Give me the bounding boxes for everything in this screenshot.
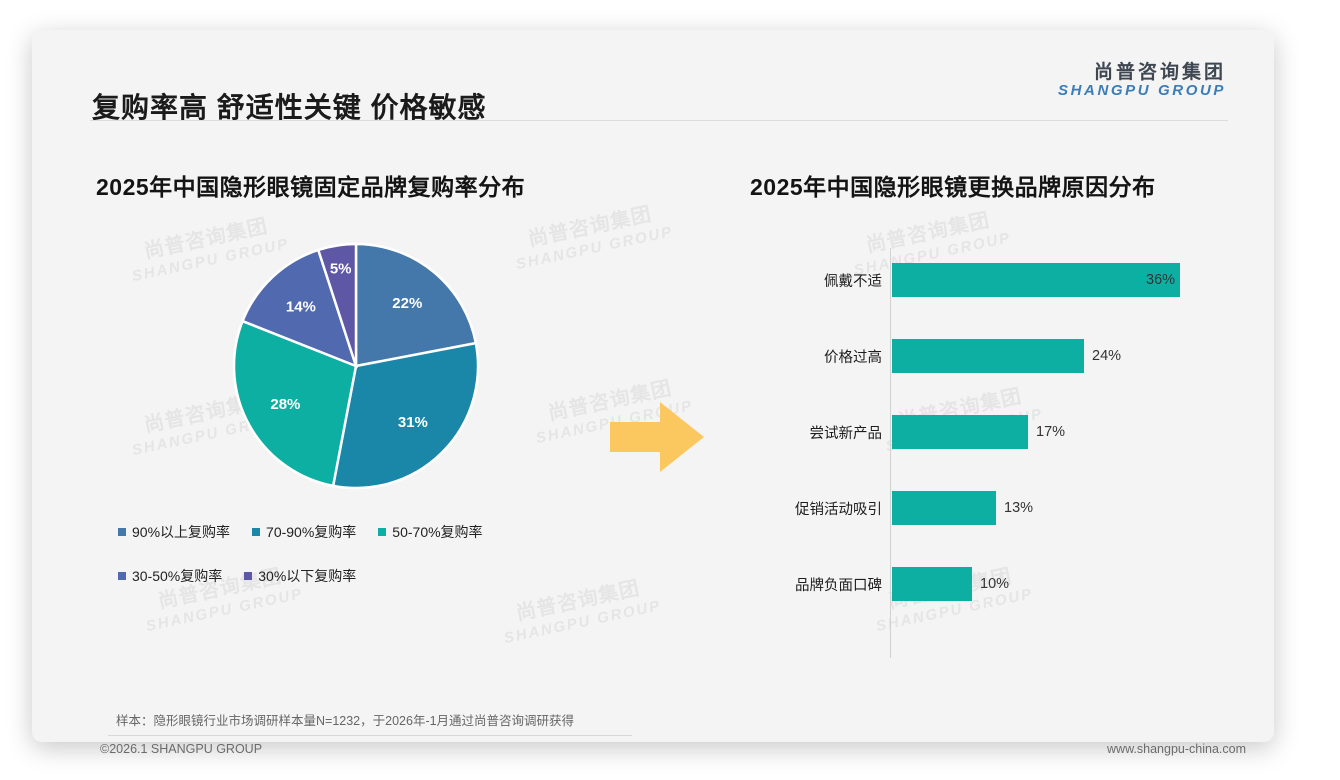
pie-slice	[316, 242, 358, 367]
slide-header: 复购率高 舒适性关键 价格敏感 尚普咨询集团 SHANGPU GROUP	[32, 30, 1274, 126]
bar-fill[interactable]	[892, 415, 1028, 449]
slide-card: 尚普咨询集团 SHANGPU GROUP 尚普咨询集团 SHANGPU GROU…	[32, 30, 1274, 742]
arrow-right-svg	[610, 402, 704, 472]
pie-chart: 22% 31% 28% 14% 5%	[206, 238, 506, 498]
logo-text-cn: 尚普咨询集团	[1093, 62, 1226, 83]
brand-logo: 尚普咨询集团 SHANGPU GROUP	[1058, 62, 1226, 100]
pie-slices	[232, 242, 480, 490]
bar-value-label: 24%	[1092, 348, 1122, 364]
header-divider	[90, 120, 1228, 121]
bar-row: 尝试新产品 17%	[750, 412, 1250, 452]
pie-slice-label: 22%	[392, 295, 422, 312]
bar-track: 17%	[892, 412, 1250, 452]
pie-slice-label: 14%	[286, 298, 316, 315]
bar-track: 24%	[892, 336, 1250, 376]
slide-footer: ©2026.1 SHANGPU GROUP www.shangpu-china.…	[32, 742, 1274, 776]
legend-item[interactable]: 70-90%复购率	[252, 522, 356, 542]
pie-slice	[354, 242, 478, 368]
pie-slice-label: 28%	[270, 396, 300, 413]
pie-slice-labels: 22% 31% 28% 14% 5%	[270, 261, 428, 431]
arrow-right-icon	[610, 398, 706, 481]
legend-item[interactable]: 50-70%复购率	[378, 522, 483, 542]
bar-fill[interactable]	[892, 339, 1084, 373]
legend-label: 30-50%复购率	[132, 568, 223, 584]
bar-fill[interactable]	[892, 567, 972, 601]
legend-swatch	[378, 528, 387, 536]
legend-swatch	[118, 528, 126, 536]
pie-chart-panel: 2025年中国隐形眼镜固定品牌复购率分布 22% 31% 28% 14% 5% 90%以…	[96, 168, 656, 610]
pie-slice	[232, 319, 358, 488]
bar-track: 13%	[892, 488, 1250, 528]
legend-label: 30%以下复购率	[258, 568, 357, 584]
bar-category-label: 佩戴不适	[824, 273, 882, 290]
bar-track: 10%	[892, 564, 1250, 604]
legend-swatch	[118, 572, 126, 580]
pie-chart-title: 2025年中国隐形眼镜固定品牌复购率分布	[96, 174, 526, 200]
legend-label: 50-70%复购率	[392, 524, 483, 540]
footer-copyright: ©2026.1 SHANGPU GROUP	[100, 742, 263, 756]
bar-category-label: 价格过高	[824, 349, 882, 366]
legend-item[interactable]: 30-50%复购率	[118, 566, 222, 586]
sample-note: 样本：隐形眼镜行业市场调研样本量N=1232，于2026年-1月通过尚普咨询调研…	[116, 714, 575, 728]
pie-slice	[331, 341, 480, 490]
bar-category-label: 尝试新产品	[809, 425, 883, 442]
pie-slice-label: 5%	[330, 261, 352, 278]
bar-fill[interactable]	[892, 263, 1180, 297]
pie-legend: 90%以上复购率 70-90%复购率 50-70%复购率 30-50%复购率 30%以…	[118, 522, 558, 586]
legend-row: 90%以上复购率 70-90%复购率 50-70%复购率	[118, 522, 558, 542]
bar-axis-line	[890, 248, 891, 658]
legend-item[interactable]: 90%以上复购率	[118, 522, 230, 542]
pie-slice-label: 31%	[398, 414, 428, 431]
bar-chart-panel: 2025年中国隐形眼镜更换品牌原因分布 佩戴不适 36% 价格过高 24% 尝试新产品 1…	[750, 168, 1250, 658]
legend-label: 70-90%复购率	[266, 524, 357, 540]
bar-chart-title: 2025年中国隐形眼镜更换品牌原因分布	[750, 174, 1156, 200]
bar-category-label: 促销活动吸引	[795, 501, 882, 518]
bar-chart: 佩戴不适 36% 价格过高 24% 尝试新产品 17% 促销活动吸引 13% 品牌负面口碑 10%	[750, 248, 1250, 658]
bar-value-label: 17%	[1036, 424, 1066, 440]
bar-value-label: 10%	[980, 576, 1010, 592]
bar-row: 促销活动吸引 13%	[750, 488, 1250, 528]
bar-fill[interactable]	[892, 491, 996, 525]
bar-row: 品牌负面口碑 10%	[750, 564, 1250, 604]
legend-row: 30-50%复购率 30%以下复购率	[118, 566, 558, 586]
footer-website[interactable]: www.shangpu-china.com	[1107, 742, 1246, 756]
bar-row: 佩戴不适 36%	[750, 260, 1250, 300]
page-title: 复购率高 舒适性关键 价格敏感	[92, 92, 487, 123]
bar-value-label: 13%	[1004, 500, 1034, 516]
legend-swatch	[252, 528, 261, 536]
logo-text-en: SHANGPU GROUP	[1058, 82, 1226, 100]
legend-swatch	[244, 572, 253, 580]
bar-row: 价格过高 24%	[750, 336, 1250, 376]
bar-value-label: 36%	[1146, 272, 1176, 288]
bar-track: 36%	[892, 260, 1250, 300]
legend-item[interactable]: 30%以下复购率	[244, 566, 356, 586]
pie-svg: 22% 31% 28% 14% 5%	[232, 242, 480, 490]
bar-category-label: 品牌负面口碑	[795, 577, 882, 594]
note-divider	[108, 735, 632, 736]
legend-label: 90%以上复购率	[132, 524, 231, 540]
